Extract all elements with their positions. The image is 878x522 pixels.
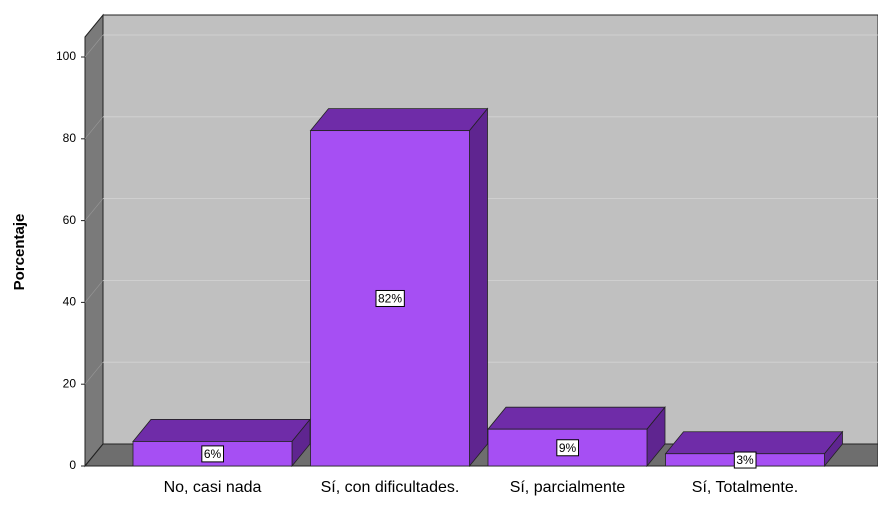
y-tick-label: 20: [63, 376, 77, 390]
value-label: 3%: [736, 453, 754, 467]
x-tick-label: Sí, parcialmente: [509, 479, 626, 496]
y-tick-label: 60: [63, 213, 77, 227]
value-label-box: [556, 439, 580, 457]
bar-top: [132, 419, 311, 442]
x-tick-label: Sí, con dificultades.: [320, 479, 460, 496]
value-label: 6%: [204, 447, 222, 461]
y-tick-label: 80: [63, 131, 77, 145]
left-wall: [84, 13, 104, 468]
grid-line: [84, 116, 104, 139]
grid-line: [84, 362, 104, 385]
y-tick-label: 40: [63, 295, 77, 309]
x-tick-label: Sí, Totalmente.: [691, 479, 799, 496]
bar: [309, 107, 489, 468]
y-tick-label: 0: [69, 458, 76, 472]
grid-line: [84, 198, 104, 221]
bar-top: [309, 108, 489, 132]
grid-line: [84, 280, 104, 303]
y-tick-label: 100: [56, 49, 76, 63]
bar-top: [487, 406, 666, 430]
value-label-box: [201, 445, 225, 463]
x-tick-label: No, casi nada: [163, 479, 262, 496]
value-label: 82%: [378, 291, 402, 305]
grid-line: [84, 34, 104, 58]
value-label: 9%: [559, 441, 577, 455]
value-label-box: [375, 289, 405, 307]
bar-side: [469, 107, 488, 468]
y-axis-label: Porcentaje: [11, 214, 28, 291]
value-label-box: [733, 451, 757, 469]
bar-top: [664, 431, 844, 455]
back-wall: [102, 14, 878, 445]
bar: [487, 406, 666, 468]
